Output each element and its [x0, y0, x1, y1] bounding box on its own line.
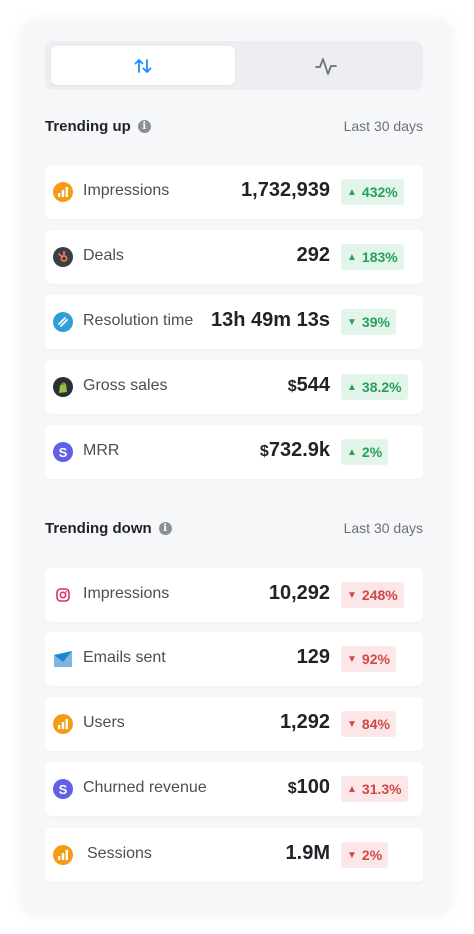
triangle-up-icon: ▲: [347, 186, 357, 198]
metric-name: Churned revenue: [83, 779, 207, 796]
metric-row[interactable]: S MRR $732.9k ▲ 2%: [45, 425, 423, 479]
metric-row[interactable]: Impressions 10,292 ▼ 248%: [45, 568, 423, 622]
metric-value: $732.9k: [259, 439, 330, 461]
metric-value: $544: [287, 374, 330, 396]
section-title: Trending down: [45, 519, 152, 537]
metric-value: 10,292: [268, 582, 330, 604]
google-analytics-icon: [53, 845, 73, 865]
change-badge: ▲ 432%: [341, 179, 404, 205]
triangle-up-icon: ▲: [347, 783, 357, 795]
triangle-down-icon: ▼: [347, 316, 357, 328]
change-badge: ▲ 183%: [341, 244, 404, 270]
change-badge: ▲ 38.2%: [341, 374, 408, 400]
metric-name: Resolution time: [83, 312, 194, 329]
date-range-label: Last 30 days: [343, 118, 423, 134]
metric-value: 1.9M: [285, 842, 330, 864]
metric-row[interactable]: Gross sales $544 ▲ 38.2%: [45, 360, 423, 414]
info-icon[interactable]: i: [158, 521, 172, 535]
metric-value: 1,732,939: [241, 179, 330, 201]
metric-name: Impressions: [83, 182, 170, 199]
metric-name: MRR: [83, 442, 120, 459]
metric-value: 292: [296, 244, 330, 266]
campaign-monitor-icon: [53, 649, 73, 669]
hubspot-icon: [53, 247, 73, 267]
stripe-icon: S: [53, 442, 73, 462]
metric-row[interactable]: Sessions 1.9M ▼ 2%: [45, 828, 423, 882]
triangle-up-icon: ▲: [347, 446, 357, 458]
metric-name: Deals: [83, 247, 124, 264]
view-toggle: [45, 41, 423, 90]
google-analytics-icon: [53, 714, 73, 734]
activity-line-icon: [315, 57, 337, 75]
metric-name: Impressions: [83, 585, 170, 602]
stripe-icon: S: [53, 779, 73, 799]
change-badge: ▼ 39%: [341, 309, 396, 335]
triangle-down-icon: ▼: [347, 589, 357, 601]
metric-row[interactable]: S Churned revenue $100 ▲ 31.3%: [45, 762, 423, 816]
metric-row[interactable]: Emails sent 129 ▼ 92%: [45, 632, 423, 686]
toggle-chart-view[interactable]: [235, 46, 417, 85]
metric-value: 13h 49m 13s: [211, 309, 330, 331]
triangle-down-icon: ▼: [347, 718, 357, 730]
triangle-down-icon: ▼: [347, 653, 357, 665]
change-badge: ▼ 84%: [341, 711, 396, 737]
zendesk-like-icon: [53, 312, 73, 332]
metric-name: Users: [83, 714, 125, 731]
metric-row[interactable]: Deals 292 ▲ 183%: [45, 230, 423, 284]
change-badge: ▼ 92%: [341, 646, 396, 672]
instagram-icon: [53, 585, 73, 605]
metric-row[interactable]: Users 1,292 ▼ 84%: [45, 697, 423, 751]
metric-row[interactable]: Resolution time 13h 49m 13s ▼ 39%: [45, 295, 423, 349]
triangle-up-icon: ▲: [347, 251, 357, 263]
toggle-list-view[interactable]: [51, 46, 235, 85]
metric-name: Emails sent: [83, 649, 166, 666]
metric-name: Gross sales: [83, 377, 168, 394]
trending-down-header: Trending down i Last 30 days: [45, 518, 423, 538]
metric-value: 1,292: [279, 711, 330, 733]
triangle-up-icon: ▲: [347, 381, 357, 393]
sort-arrows-icon: [134, 58, 152, 73]
change-badge: ▼ 248%: [341, 582, 404, 608]
change-badge: ▲ 2%: [341, 439, 389, 465]
info-icon[interactable]: i: [137, 119, 151, 133]
metric-value: 129: [296, 646, 330, 668]
metric-value: $100: [287, 776, 330, 798]
change-badge: ▲ 31.3%: [341, 776, 408, 802]
trending-up-header: Trending up i Last 30 days: [45, 116, 423, 136]
metric-row[interactable]: Impressions 1,732,939 ▲ 432%: [45, 165, 423, 219]
metric-name: Sessions: [87, 845, 152, 862]
date-range-label: Last 30 days: [343, 520, 423, 536]
shopify-icon: [53, 377, 73, 397]
triangle-down-icon: ▼: [347, 849, 357, 861]
google-analytics-icon: [53, 182, 73, 202]
change-badge: ▼ 2%: [341, 842, 389, 868]
section-title: Trending up: [45, 117, 131, 135]
